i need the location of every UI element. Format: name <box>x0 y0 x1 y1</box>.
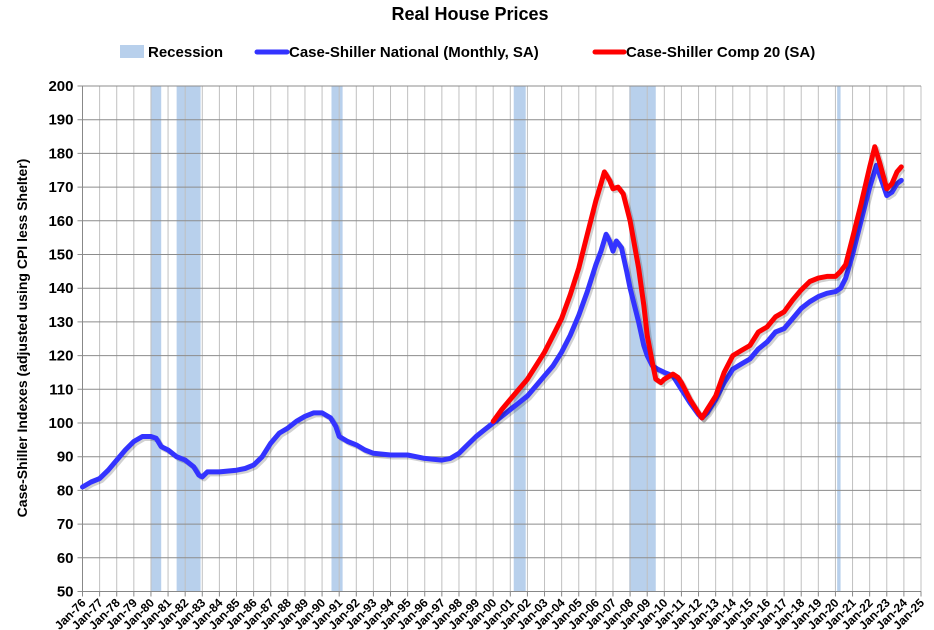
legend-national-label: Case-Shiller National (Monthly, SA) <box>289 44 539 61</box>
legend-recession-label: Recession <box>148 44 223 61</box>
y-tick-label: 130 <box>48 314 73 331</box>
recession-band <box>513 86 526 592</box>
legend: Recession Case-Shiller National (Monthly… <box>120 44 815 61</box>
y-tick-label: 180 <box>48 145 73 162</box>
comp20-series-line <box>490 144 904 424</box>
y-axis-label: Case-Shiller Indexes (adjusted using CPI… <box>14 159 30 518</box>
y-tick-label: 60 <box>57 550 74 567</box>
recession-band <box>331 86 343 592</box>
chart-title: Real House Prices <box>391 4 548 24</box>
gridlines <box>77 85 922 592</box>
y-tick-label: 200 <box>48 78 73 95</box>
recession-band <box>150 86 162 592</box>
legend-comp20-label: Case-Shiller Comp 20 (SA) <box>626 44 815 61</box>
y-tick-label: 110 <box>49 381 73 398</box>
series-lines <box>80 144 906 492</box>
national-series-line <box>80 162 904 490</box>
y-tick-label: 150 <box>48 247 73 264</box>
y-tick-label: 140 <box>48 280 73 297</box>
y-tick-label: 120 <box>48 348 73 365</box>
y-tick-label: 100 <box>48 415 73 432</box>
recession-band <box>837 86 841 592</box>
y-tick-label: 70 <box>57 516 74 533</box>
legend-recession-swatch <box>120 45 144 58</box>
y-tick-label: 90 <box>57 449 74 466</box>
y-tick-label: 160 <box>48 213 73 230</box>
y-tick-label: 190 <box>48 112 73 129</box>
y-tick-label: 50 <box>57 584 74 601</box>
recession-bands <box>150 86 841 592</box>
recession-band <box>176 86 201 592</box>
y-tick-label: 80 <box>57 482 74 499</box>
y-tick-label: 170 <box>48 179 73 196</box>
axes: Jan-76Jan-77Jan-78Jan-79Jan-80Jan-81Jan-… <box>48 78 927 630</box>
